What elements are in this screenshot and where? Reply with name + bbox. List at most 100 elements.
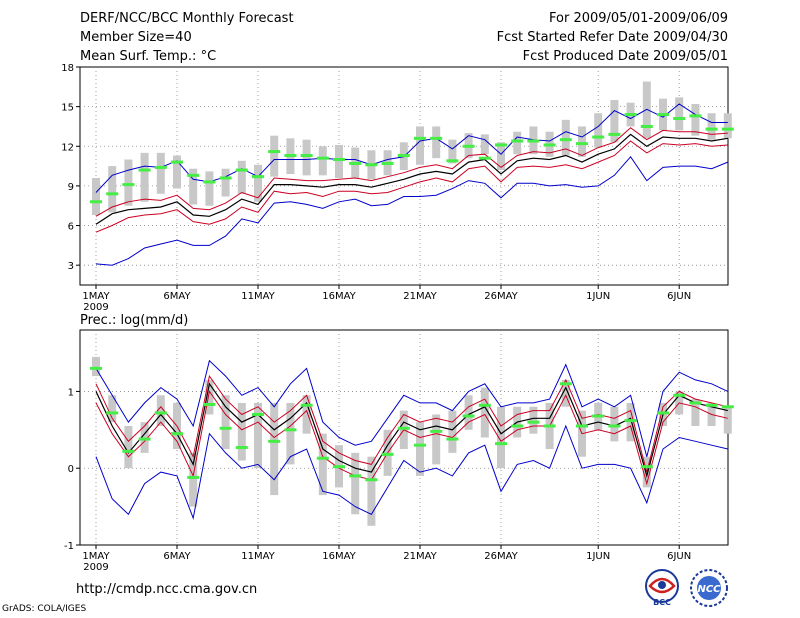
prec-spread-box: [108, 395, 117, 423]
temp-spread-box: [173, 155, 181, 189]
prec-spread-box: [691, 399, 700, 426]
prec-xtick-label: 6JUN: [667, 551, 691, 562]
temp-spread-box: [108, 166, 117, 213]
start-date: Fcst Started Refer Date 2009/04/30: [496, 30, 728, 45]
temp-ensemble-marker: [462, 144, 475, 148]
svg-text:BCC: BCC: [653, 598, 671, 607]
bcc-logo: BCC: [645, 569, 679, 607]
prec-mean-line: [95, 382, 728, 479]
temp-spread-box: [92, 177, 100, 215]
prec-spread-box: [237, 402, 246, 461]
temp-xtick-label: 21MAY: [403, 291, 437, 302]
temp-min-line: [95, 103, 728, 193]
temp-spread-box: [270, 135, 279, 177]
prec-ensemble-marker: [446, 437, 459, 441]
temp-xtick-label: 6JUN: [667, 291, 691, 302]
temp-ensemble-marker: [608, 132, 621, 136]
prec-ensemble-marker: [511, 424, 524, 428]
forecast-period: For 2009/05/01-2009/06/09: [549, 11, 728, 26]
temp-ensemble-marker: [284, 154, 297, 158]
temp-ensemble-marker: [349, 161, 362, 165]
temp-ensemble-marker: [252, 175, 264, 179]
temp-ensemble-marker: [559, 138, 572, 142]
prec-ytick-label: -1: [64, 541, 74, 552]
prec-ensemble-marker: [559, 382, 572, 386]
temp-spread-box: [723, 113, 732, 139]
temp-spread-box: [318, 146, 327, 176]
prec-ensemble-marker: [219, 426, 232, 430]
temp-ytick-label: 9: [68, 182, 74, 193]
prec-ensemble-marker: [252, 412, 264, 416]
temp-xtick-label: 11MAY: [241, 291, 275, 302]
prec-min-line: [95, 424, 728, 520]
prec-ensemble-marker: [689, 401, 702, 405]
prec-ensemble-marker: [673, 393, 686, 397]
temp-spread-box: [642, 81, 651, 139]
temp-xtick-label: 1JUN: [586, 291, 610, 302]
prec-ensemble-marker: [608, 424, 621, 428]
temp-ensemble-marker: [90, 200, 102, 204]
prec-ensemble-marker: [657, 411, 669, 415]
temp-lower-line: [95, 127, 728, 217]
temp-spread-box: [432, 126, 441, 159]
temp-ensemble-marker: [235, 168, 248, 172]
svg-text:NCC: NCC: [697, 584, 721, 595]
prec-spread-box: [189, 452, 198, 507]
prec-spread-box: [448, 410, 457, 453]
prec-ensemble-marker: [187, 475, 200, 479]
temp-max-line: [95, 155, 728, 266]
temp-ensemble-marker: [705, 127, 718, 131]
prec-ensemble-marker: [365, 478, 378, 482]
prec-ensemble-marker: [90, 366, 102, 370]
prec-ensemble-marker: [122, 449, 135, 453]
temp-spread-box: [513, 131, 522, 155]
prec-ensemble-marker: [721, 405, 734, 409]
temp-spread-box: [189, 168, 198, 205]
temp-ensemble-marker: [365, 163, 378, 167]
temp-ytick-label: 3: [68, 261, 74, 272]
temp-ensemble-marker: [187, 173, 200, 177]
prec-ensemble-marker: [430, 429, 443, 433]
prec-lower-line: [95, 390, 728, 486]
temp-spread-box: [561, 119, 570, 156]
prec-ensemble-marker: [349, 474, 362, 478]
temp-spread-box: [335, 144, 343, 178]
temp-ensemble-marker: [673, 117, 686, 121]
temp-spread-box: [578, 126, 586, 157]
temp-ensemble-marker: [446, 159, 459, 163]
forecast-title: DERF/NCC/BCC Monthly Forecast: [80, 11, 294, 26]
prec-xtick-label: 21MAY: [403, 551, 437, 562]
temp-spread-box: [691, 103, 700, 136]
prec-spread-box: [464, 395, 473, 430]
temp-xtick-label: 6MAY: [163, 291, 191, 302]
prec-spread-box: [140, 422, 149, 453]
prec-ensemble-marker: [478, 403, 491, 407]
prec-ensemble-marker: [543, 424, 556, 428]
temp-spread-box: [594, 113, 603, 148]
temp-ensemble-marker: [414, 136, 426, 140]
temp-xtick-label: 26MAY: [484, 291, 518, 302]
prec-xtick-label: 6MAY: [163, 551, 191, 562]
temp-ensemble-marker: [721, 127, 734, 131]
temp-spread-box: [448, 139, 457, 164]
prec-max-line: [95, 359, 729, 457]
prec-ensemble-marker: [300, 403, 313, 407]
prec-spread-box: [367, 456, 376, 526]
prec-spread-box: [221, 395, 230, 450]
prec-frame: [79, 329, 729, 546]
prec-ensemble-marker: [235, 445, 248, 449]
temp-spread-box: [675, 97, 684, 131]
temp-ensemble-marker: [397, 154, 410, 158]
prec-ensemble-marker: [624, 419, 637, 423]
source-url[interactable]: http://cmdp.ncc.cma.gov.cn: [76, 582, 258, 597]
temp-xtick-label: 16MAY: [322, 291, 356, 302]
prec-ensemble-marker: [381, 452, 394, 456]
temp-ensemble-marker: [203, 180, 216, 184]
prec-spread-box: [480, 387, 489, 438]
variable-label: Mean Surf. Temp.: °C: [80, 49, 217, 64]
temp-ytick-label: 15: [61, 103, 74, 114]
temp-ensemble-marker: [478, 156, 491, 160]
